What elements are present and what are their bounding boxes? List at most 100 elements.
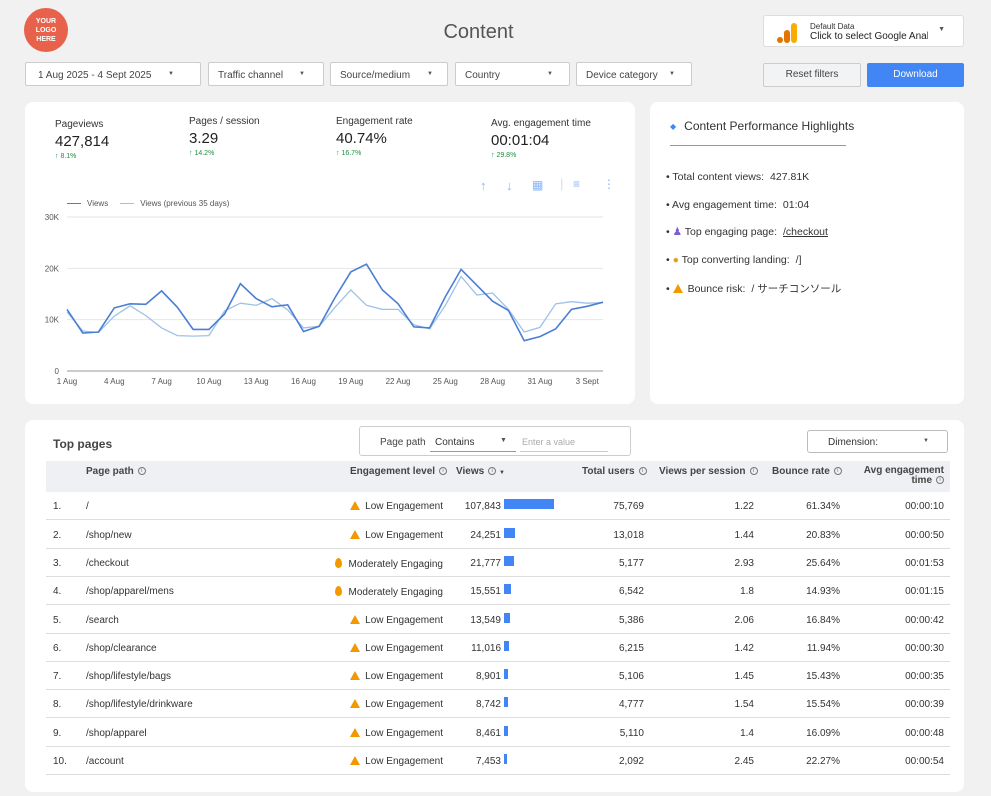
info-icon[interactable]: i [439, 467, 448, 476]
column-header-engagement-level[interactable]: Engagement level i [350, 466, 448, 477]
kpi-label: Avg. engagement time [491, 118, 591, 129]
date-range-picker[interactable]: 1 Aug 2025 - 4 Sept 2025 ▼ [25, 62, 201, 86]
y-tick-label: 20K [45, 264, 60, 273]
warning-icon [350, 699, 361, 708]
column-header-views[interactable]: Views i ▼ [456, 466, 505, 477]
highlight-value: /] [795, 254, 802, 266]
table-row[interactable]: 9. /shop/apparel Low Engagement 8,461 5,110 1… [46, 719, 950, 747]
info-icon[interactable]: i [488, 467, 497, 476]
engagement-level-cell: Low Engagement [350, 756, 443, 767]
country-filter[interactable]: Country ▼ [455, 62, 570, 86]
page-path-cell[interactable]: / [86, 501, 89, 512]
row-number: 4. [53, 586, 62, 597]
arrow-up-icon[interactable]: ↑ [480, 178, 487, 193]
source-medium-filter[interactable]: Source/medium ▼ [330, 62, 448, 86]
data-source-selector[interactable]: Default Data Click to select Google Anal… [763, 15, 964, 47]
chevron-down-icon: ▼ [168, 71, 174, 77]
row-number: 3. [53, 558, 62, 569]
total-users-cell: 5,106 [618, 671, 644, 682]
highlight-label: Bounce risk: [687, 283, 746, 295]
page-path-cell[interactable]: /shop/lifestyle/drinkware [86, 699, 193, 710]
table-row[interactable]: 5. /search Low Engagement 13,549 5,386 2.06 16… [46, 606, 950, 634]
views-cell: 8,461 [475, 728, 501, 739]
avg-engagement-time-cell: 00:00:30 [905, 643, 944, 654]
avg-engagement-time-cell: 00:00:42 [905, 615, 944, 626]
traffic-channel-filter[interactable]: Traffic channel ▼ [208, 62, 324, 86]
chevron-down-icon: ▼ [500, 437, 507, 444]
top-engaging-link[interactable]: /checkout [783, 226, 828, 238]
filter-icon[interactable]: ≡ [573, 177, 581, 191]
row-number: 10. [53, 756, 67, 767]
table-row[interactable]: 3. /checkout Moderately Engaging 21,777 5,17… [46, 549, 950, 577]
table-row[interactable]: 2. /shop/new Low Engagement 24,251 13,018 1.4… [46, 521, 950, 549]
highlight-label: Top engaging page: [684, 226, 777, 238]
match-type-select[interactable]: Contains [435, 437, 475, 448]
table-row[interactable]: 10. /account Low Engagement 7,453 2,092 2.45 2… [46, 747, 950, 775]
table-row[interactable]: 4. /shop/apparel/mens Moderately Engaging 1… [46, 577, 950, 605]
info-icon[interactable]: i [833, 467, 842, 476]
page-path-cell[interactable]: /shop/new [86, 530, 132, 541]
page-path-cell[interactable]: /shop/apparel [86, 728, 147, 739]
select-underline [430, 451, 516, 452]
highlight-value: / サーチコンソール [751, 283, 842, 295]
logo: YOUR LOGO HERE [24, 8, 68, 52]
page-path-cell[interactable]: /account [86, 756, 124, 767]
column-header-avg-engagement-time[interactable]: Avg engagement time i [858, 466, 944, 486]
chart-options-icon[interactable]: ▦ [532, 178, 544, 192]
series-line-views [66, 263, 604, 342]
table-row[interactable]: 8. /shop/lifestyle/drinkware Low Engagemen… [46, 690, 950, 718]
kpi-engagement-rate: Engagement rate 40.74% ↑ 16.7% [336, 116, 413, 157]
reset-filters-button[interactable]: Reset filters [763, 63, 861, 87]
column-header-total-users[interactable]: Total users i [582, 466, 647, 477]
warning-icon [350, 756, 361, 765]
info-icon[interactable]: i [936, 476, 944, 485]
column-label: Views per session [659, 466, 746, 477]
series-line-previous [66, 275, 604, 337]
bounce-rate-cell: 14.93% [806, 586, 840, 597]
info-icon[interactable]: i [638, 467, 647, 476]
download-button[interactable]: Download [867, 63, 964, 87]
y-tick-label: 0 [55, 367, 60, 376]
page-path-cell[interactable]: /shop/clearance [86, 643, 157, 654]
table-row[interactable]: 7. /shop/lifestyle/bags Low Engagement 8,90… [46, 662, 950, 690]
views-bar [504, 528, 515, 538]
table-row[interactable]: 6. /shop/clearance Low Engagement 11,016 6,2… [46, 634, 950, 662]
table-row[interactable]: 1. / Low Engagement 107,843 75,769 1.22 61.34%… [46, 492, 950, 520]
page-path-cell[interactable]: /checkout [86, 558, 129, 569]
views-per-session-cell: 1.4 [740, 728, 754, 739]
arrow-down-icon[interactable]: ↓ [506, 178, 513, 193]
page-path-cell[interactable]: /shop/lifestyle/bags [86, 671, 172, 682]
page-path-cell[interactable]: /search [86, 615, 119, 626]
column-header-page-path[interactable]: Page path i [86, 466, 146, 477]
warning-icon [350, 530, 361, 539]
highlight-top-landing: • ● Top converting landing:/] [666, 254, 802, 266]
kpi-change: ↑ 29.8% [491, 152, 517, 159]
engagement-level-text: Low Engagement [365, 699, 443, 710]
page-path-value-input[interactable]: Enter a value [522, 437, 576, 447]
device-category-filter[interactable]: Device category ▼ [576, 62, 692, 86]
kpi-value: 3.29 [189, 130, 219, 147]
row-number: 5. [53, 615, 62, 626]
info-icon[interactable]: i [137, 467, 146, 476]
highlight-label: Total content views: [672, 171, 765, 183]
dimension-selector[interactable]: Dimension: ▼ [807, 430, 948, 453]
views-per-session-cell: 1.42 [734, 643, 754, 654]
info-icon[interactable]: i [749, 467, 758, 476]
engagement-level-cell: Low Engagement [350, 671, 443, 682]
column-label: Avg engagement time [863, 465, 944, 486]
flame-icon [335, 586, 343, 596]
engagement-level-text: Low Engagement [365, 530, 443, 541]
total-users-cell: 75,769 [613, 501, 644, 512]
column-header-bounce-rate[interactable]: Bounce rate i [772, 466, 842, 477]
engagement-level-text: Low Engagement [365, 615, 443, 626]
views-bar [504, 726, 508, 736]
x-tick-label: 10 Aug [196, 377, 221, 386]
engagement-level-cell: Low Engagement [350, 643, 443, 654]
more-vert-icon[interactable]: ⋮ [603, 177, 615, 191]
column-header-views-per-session[interactable]: Views per session i [659, 466, 758, 477]
page-path-cell[interactable]: /shop/apparel/mens [86, 586, 174, 597]
legend-swatch-views [67, 203, 81, 204]
medal-icon: ● [672, 254, 679, 266]
total-users-cell: 5,386 [618, 615, 644, 626]
row-number: 6. [53, 643, 62, 654]
